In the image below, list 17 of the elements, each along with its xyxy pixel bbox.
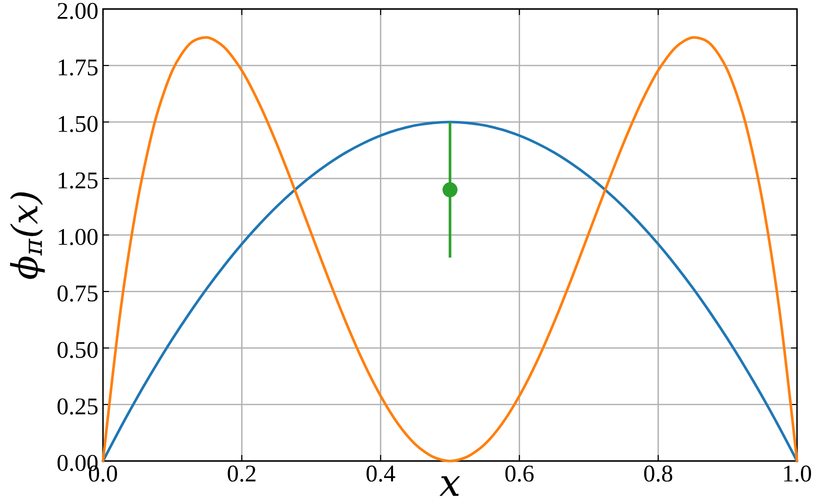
y-tick-label: 2.00 [58,2,98,20]
x-tick-label: 1.0 [784,466,812,482]
x-tick-label: 0.4 [366,466,396,482]
y-tick-label: 1.75 [58,59,98,76]
y-tick-label: 1.00 [58,228,98,246]
y-tick-label: 0.50 [58,342,98,358]
line-series [102,36,798,462]
x-tick-label: 0.8 [644,466,672,482]
line-series [102,120,798,462]
y-tick-label: 0.25 [58,398,98,415]
y-tick-label: 1.50 [58,116,98,132]
y-tick-label: 1.25 [58,172,98,189]
x-tick-label: 0.2 [228,466,256,482]
y-axis-title: ϕ$_{π}$(x) [10,192,45,279]
y-tick-label: 0.75 [58,285,98,302]
x-axis-title: x [439,476,460,496]
x-tick-label: 0.6 [505,466,534,482]
